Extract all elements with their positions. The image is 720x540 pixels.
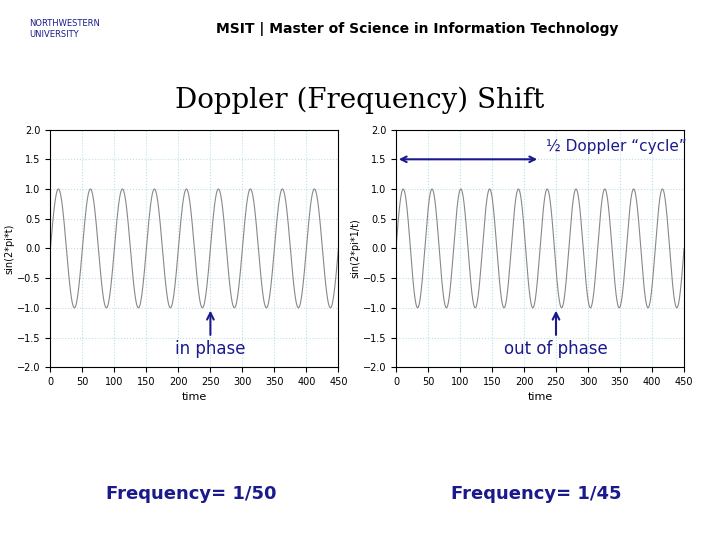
Text: Frequency= 1/45: Frequency= 1/45 (451, 484, 621, 503)
Text: ½ Doppler “cycle”: ½ Doppler “cycle” (546, 139, 687, 154)
Text: Doppler (Frequency) Shift: Doppler (Frequency) Shift (176, 86, 544, 113)
Text: in phase: in phase (175, 313, 246, 359)
Text: out of phase: out of phase (504, 313, 608, 359)
Y-axis label: sin(2*pi*t): sin(2*pi*t) (4, 223, 14, 274)
Text: NORTHWESTERN
UNIVERSITY: NORTHWESTERN UNIVERSITY (29, 19, 99, 39)
X-axis label: time: time (181, 393, 207, 402)
Text: Frequency= 1/50: Frequency= 1/50 (106, 484, 276, 503)
X-axis label: time: time (527, 393, 553, 402)
Text: MSIT | Master of Science in Information Technology: MSIT | Master of Science in Information … (217, 22, 618, 36)
Y-axis label: sin(2*pi*1/t): sin(2*pi*1/t) (350, 219, 360, 278)
